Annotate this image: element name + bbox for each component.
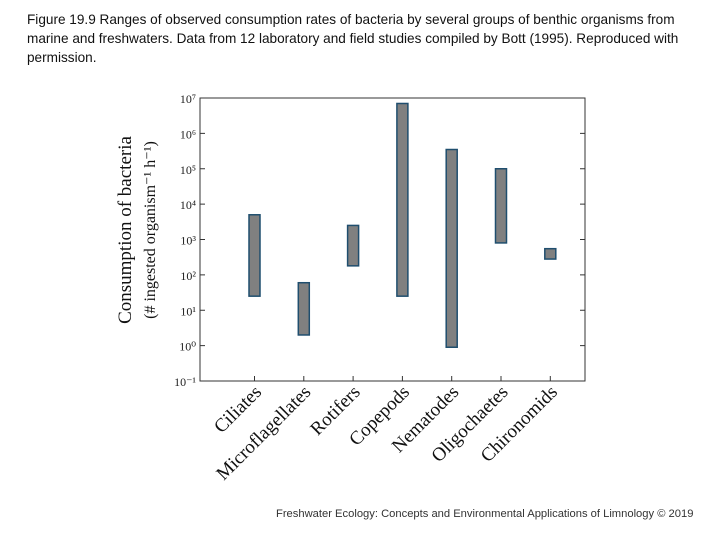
range-bar-copepods xyxy=(396,102,409,297)
range-bar-oligochaetes xyxy=(494,168,508,244)
range-bar-nematodes xyxy=(445,148,458,348)
y-tick-label: 10² xyxy=(180,269,196,283)
y-tick-label: 10³ xyxy=(180,234,196,248)
y-tick-label: 10⁶ xyxy=(180,127,196,141)
range-bar-chironomids xyxy=(544,247,557,260)
y-axis-title-line2: (# ingested organism⁻¹ h⁻¹) xyxy=(142,141,159,319)
range-bars xyxy=(248,102,557,381)
x-axis-labels: CiliatesMicroflagellatesRotifersCopepods… xyxy=(210,382,562,485)
range-bar-ciliates xyxy=(248,214,261,297)
range-bar-rotifers xyxy=(346,224,360,267)
y-tick-label: 10⁻¹ xyxy=(174,375,196,389)
y-tick-label: 10¹ xyxy=(180,304,196,318)
y-axis-title: Consumption of bacteria (# ingested orga… xyxy=(115,136,159,324)
y-axis-title-line1: Consumption of bacteria xyxy=(115,136,136,324)
y-tick-label: 10⁵ xyxy=(180,163,196,177)
y-tick-label: 10⁷ xyxy=(180,92,196,106)
y-tick-label: 10⁰ xyxy=(179,340,196,354)
footer-credit: Freshwater Ecology: Concepts and Environ… xyxy=(276,508,694,520)
figure-caption: Figure 19.9 Ranges of observed consumpti… xyxy=(27,12,679,65)
range-bar-microflagellates xyxy=(297,281,311,336)
y-tick-label: 10⁴ xyxy=(180,198,196,212)
y-axis-ticks: 10⁻¹ 10⁰ 10¹ 10² 10³ 10⁴ 10⁵ 10⁶ 10⁷ xyxy=(174,92,585,389)
